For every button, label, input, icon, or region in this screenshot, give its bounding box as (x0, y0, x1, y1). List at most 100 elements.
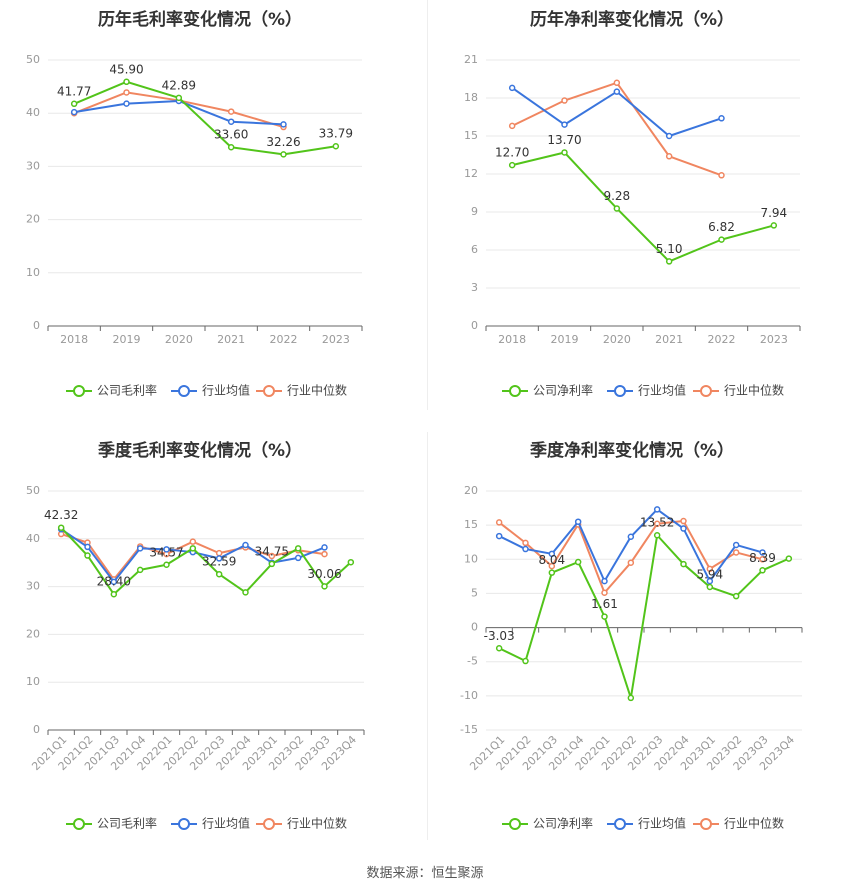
chart4-point-industry_median (548, 562, 556, 570)
chart4-point-company (601, 613, 608, 620)
chart4-point-industry_median (522, 539, 529, 547)
chart4-point-industry_median (627, 559, 635, 566)
chart2-point-industry_avg (665, 132, 673, 140)
chart4-y-tick-label: 10 (464, 552, 478, 565)
chart4-point-company (706, 583, 714, 591)
chart2-data-label: 6.82 (708, 220, 735, 234)
chart1-legend-marker-company (73, 385, 85, 397)
chart4-legend-marker-industry_median (700, 818, 712, 830)
chart4-point-industry_avg (706, 577, 714, 585)
chart4-point-industry_avg (495, 532, 503, 540)
chart1-title: 历年毛利率变化情况（%） (98, 9, 302, 30)
chart1-x-tick-label: 2018 (60, 333, 88, 346)
chart3-point-company (110, 590, 118, 598)
chart4-point-industry_avg (601, 577, 608, 585)
chart2-point-industry_median (613, 79, 621, 87)
chart2-x-tick-label: 2022 (708, 333, 736, 346)
chart4-legend-marker-industry_avg (614, 818, 626, 830)
chart2-legend-label-industry_avg: 行业均值 (638, 383, 686, 398)
chart4-point-industry_median (495, 519, 503, 526)
chart2-point-industry_median (718, 172, 725, 179)
chart4-data-label: 13.52 (640, 516, 674, 530)
chart1-y-tick-label: 10 (26, 266, 40, 279)
chart1-point-company (123, 78, 130, 86)
chart2-point-industry_avg (508, 84, 516, 92)
chart3-point-industry_avg (215, 555, 223, 562)
chart2-y-tick-label: 12 (464, 167, 478, 180)
chart1-x-tick-label: 2022 (270, 333, 298, 346)
vertical-divider-bottom (427, 432, 428, 840)
chart3-data-label: 34.75 (255, 544, 289, 558)
chart1-data-label: 32.26 (266, 135, 300, 149)
chart4-point-industry_median (732, 549, 740, 556)
chart4-point-company (548, 569, 556, 576)
chart2-point-company (508, 161, 516, 169)
chart1-data-label: 42.89 (162, 78, 196, 92)
chart3-point-company (321, 583, 328, 590)
chart2-y-tick-label: 3 (471, 281, 478, 294)
chart3-point-industry_avg (242, 541, 249, 549)
chart2-y-tick-label: 21 (464, 53, 478, 66)
chart1-point-company (332, 142, 340, 150)
chart1-data-label: 41.77 (57, 84, 91, 98)
chart3-y-tick-label: 30 (26, 580, 40, 593)
chart4-point-industry_avg (680, 525, 687, 532)
chart1-y-tick-label: 0 (33, 319, 40, 332)
chart4-point-industry_avg (548, 550, 556, 558)
chart4-series-line-company (498, 534, 790, 699)
chart1-point-industry_avg (280, 121, 287, 128)
chart4-data-label: -3.03 (484, 629, 515, 643)
chart4-legend-marker-company (509, 818, 521, 830)
chart4-legend-label-industry_median: 行业中位数 (724, 816, 784, 831)
chart4-point-industry_median (759, 556, 766, 563)
chart3-point-company (163, 561, 170, 569)
chart3-point-company (347, 558, 355, 566)
chart2-point-industry_avg (718, 115, 725, 122)
chart2-x-tick-label: 2023 (760, 333, 788, 346)
chart3-point-company (136, 566, 144, 574)
chart1-x-tick-label: 2021 (217, 333, 245, 346)
chart4-point-company (680, 560, 687, 568)
chart4-point-industry_avg (732, 541, 740, 549)
chart4-point-industry_avg (522, 545, 529, 553)
chart1-y-tick-label: 30 (26, 159, 40, 172)
chart2-legend-marker-industry_median (700, 385, 712, 397)
chart4-point-company (627, 694, 635, 702)
chart1-point-industry_median (227, 108, 235, 115)
chart3-point-company (84, 552, 91, 559)
chart1-point-company (280, 151, 287, 158)
chart1-data-label: 45.90 (109, 62, 143, 76)
chart2-y-tick-label: 18 (464, 91, 478, 104)
chart2-point-industry_avg (561, 121, 568, 128)
chart3-legend-label-company: 公司毛利率 (97, 816, 157, 831)
chart2-x-tick-label: 2019 (551, 333, 579, 346)
chart3-point-company (242, 589, 249, 596)
chart4-point-industry_avg (759, 549, 766, 556)
vertical-divider-top (427, 0, 428, 410)
chart2-x-tick-label: 2021 (655, 333, 683, 346)
chart3-point-company (268, 560, 276, 568)
chart3-point-industry_avg (136, 545, 144, 552)
chart4-y-tick-label: 0 (471, 621, 478, 634)
chart2-point-company (613, 205, 621, 212)
chart2-point-industry_median (561, 97, 568, 104)
chart4-legend-label-company: 公司净利率 (533, 816, 593, 831)
chart4-title: 季度净利率变化情况（%） (530, 440, 734, 461)
chart2-y-tick-label: 0 (471, 319, 478, 332)
chart1-y-tick-label: 40 (26, 106, 40, 119)
chart4-data-label: 8.39 (749, 551, 776, 565)
chart2-x-tick-label: 2018 (498, 333, 526, 346)
chart2-y-tick-label: 9 (471, 205, 478, 218)
chart1-legend-label-company: 公司毛利率 (97, 383, 157, 398)
chart3-legend-marker-company (73, 818, 85, 830)
chart3-data-label: 30.06 (307, 567, 341, 581)
chart3-y-tick-label: 0 (33, 723, 40, 736)
chart1-point-industry_avg (227, 118, 235, 125)
chart1-legend-marker-industry_median (263, 385, 275, 397)
chart3-legend-marker-industry_median (263, 818, 275, 830)
chart2-legend-label-company: 公司净利率 (533, 383, 593, 398)
source-note: 数据来源：恒生聚源 (366, 866, 484, 881)
chart2-x-tick-label: 2020 (603, 333, 631, 346)
chart3-point-industry_avg (163, 546, 170, 553)
chart1-legend-label-industry_median: 行业中位数 (287, 383, 347, 398)
